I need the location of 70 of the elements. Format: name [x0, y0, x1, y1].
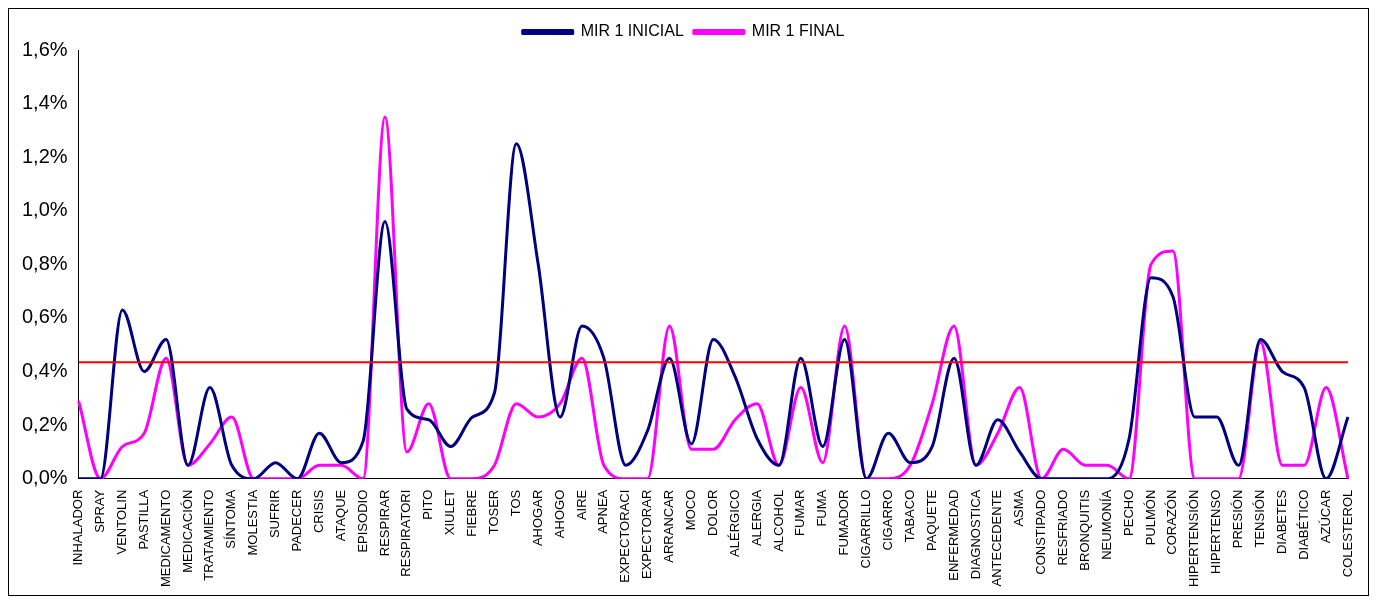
- x-tick-label: TOSER: [486, 489, 502, 535]
- x-tick-label: ASMA: [1011, 489, 1027, 527]
- x-tick-label: MEDICAMENTO: [157, 489, 173, 587]
- x-tick-label: PITO: [420, 489, 436, 520]
- x-tick-label: ENFERMEDAD: [945, 489, 961, 581]
- x-tick-label: PADECER: [289, 489, 305, 552]
- legend-label: MIR 1 INICIAL: [580, 22, 684, 40]
- x-tick-label: HIPERTENSO: [1208, 489, 1224, 574]
- x-tick-label: XIULET: [442, 489, 458, 536]
- x-tick-label: AHOGO: [551, 489, 567, 539]
- y-tick-label: 0,4%: [21, 359, 68, 382]
- x-tick-label: RESPIRATORI: [398, 489, 414, 577]
- x-tick-label: DOLOR: [704, 489, 720, 536]
- x-tick-label: PRESIÓN: [1230, 489, 1246, 549]
- y-tick-label: 0,6%: [21, 305, 68, 328]
- x-tick-label: EXPECTORAR: [639, 489, 655, 580]
- x-tick-label: PASTILLA: [135, 489, 151, 550]
- x-tick-label: APNEA: [595, 489, 611, 534]
- x-tick-label: VENTOLIN: [113, 489, 129, 555]
- y-tick-label: 1,4%: [21, 91, 68, 114]
- x-tick-label: SÍNTOMA: [223, 489, 239, 549]
- y-tick-label: 0,8%: [21, 251, 68, 274]
- x-tick-label: FUMA: [814, 489, 830, 527]
- x-tick-label: FUMADOR: [836, 489, 852, 556]
- x-tick-label: TOS: [507, 489, 523, 517]
- x-tick-label: FUMAR: [792, 489, 808, 536]
- x-tick-label: SPRAY: [92, 489, 108, 533]
- x-tick-label: RESPIRAR: [376, 489, 392, 557]
- x-tick-label: CIGARRILLO: [858, 489, 874, 569]
- x-tick-label: ATAQUE: [332, 489, 348, 542]
- x-tick-label: CONSTIPADO: [1033, 489, 1049, 575]
- x-tick-label: FIEBRE: [464, 489, 480, 537]
- x-tick-label: MOLESTIA: [245, 489, 261, 556]
- x-tick-label: AZÚCAR: [1317, 489, 1333, 544]
- x-tick-label: ALÉRGICO: [726, 489, 742, 557]
- x-tick-label: EPISODIO: [354, 489, 370, 553]
- x-tick-label: ALCOHOL: [770, 489, 786, 552]
- x-tick-label: HIPERTENSIÓN: [1186, 489, 1202, 587]
- y-tick-label: 1,0%: [21, 198, 68, 221]
- x-tick-label: RESFRIADO: [1055, 489, 1071, 566]
- y-tick-label: 1,2%: [21, 144, 68, 167]
- x-tick-label: CORAZÓN: [1164, 489, 1180, 555]
- y-tick-label: 0,2%: [21, 412, 68, 435]
- x-tick-label: TENSIÓN: [1252, 489, 1268, 548]
- x-tick-label: CRISIS: [310, 489, 326, 534]
- x-tick-label: ALERGIA: [748, 489, 764, 547]
- x-tick-label: SUFRIR: [267, 489, 283, 539]
- x-tick-label: PAQUETE: [923, 489, 939, 551]
- x-tick-label: DIAGNOSTICA: [967, 489, 983, 580]
- x-tick-label: TRATAMIENTO: [201, 489, 217, 581]
- x-tick-label: CIGARRO: [879, 489, 895, 551]
- x-tick-label: AIRE: [573, 489, 589, 521]
- x-tick-label: DIABÉTICO: [1295, 489, 1311, 560]
- x-tick-label: EXPECTORACI: [617, 489, 633, 583]
- y-tick-label: 1,6%: [21, 37, 68, 60]
- x-tick-label: INHALADOR: [70, 489, 86, 566]
- x-tick-label: MEDICACIÓN: [179, 489, 195, 573]
- x-tick-label: PECHO: [1120, 489, 1136, 536]
- legend-label: MIR 1 FINAL: [751, 22, 845, 40]
- x-tick-label: ANTECEDENTE: [989, 489, 1005, 587]
- x-tick-label: TABACO: [901, 489, 917, 543]
- x-tick-label: COLESTEROL: [1339, 489, 1355, 578]
- x-tick-label: PULMÓN: [1142, 489, 1158, 546]
- x-tick-label: NEUMONÍA: [1098, 489, 1114, 560]
- x-tick-label: AHOGAR: [529, 489, 545, 547]
- x-tick-label: DIABETES: [1273, 489, 1289, 555]
- x-tick-label: MOCO: [682, 489, 698, 531]
- x-tick-label: BRONQUITIS: [1076, 489, 1092, 571]
- x-tick-label: ARRANCAR: [661, 489, 677, 563]
- y-tick-label: 0,0%: [21, 466, 68, 489]
